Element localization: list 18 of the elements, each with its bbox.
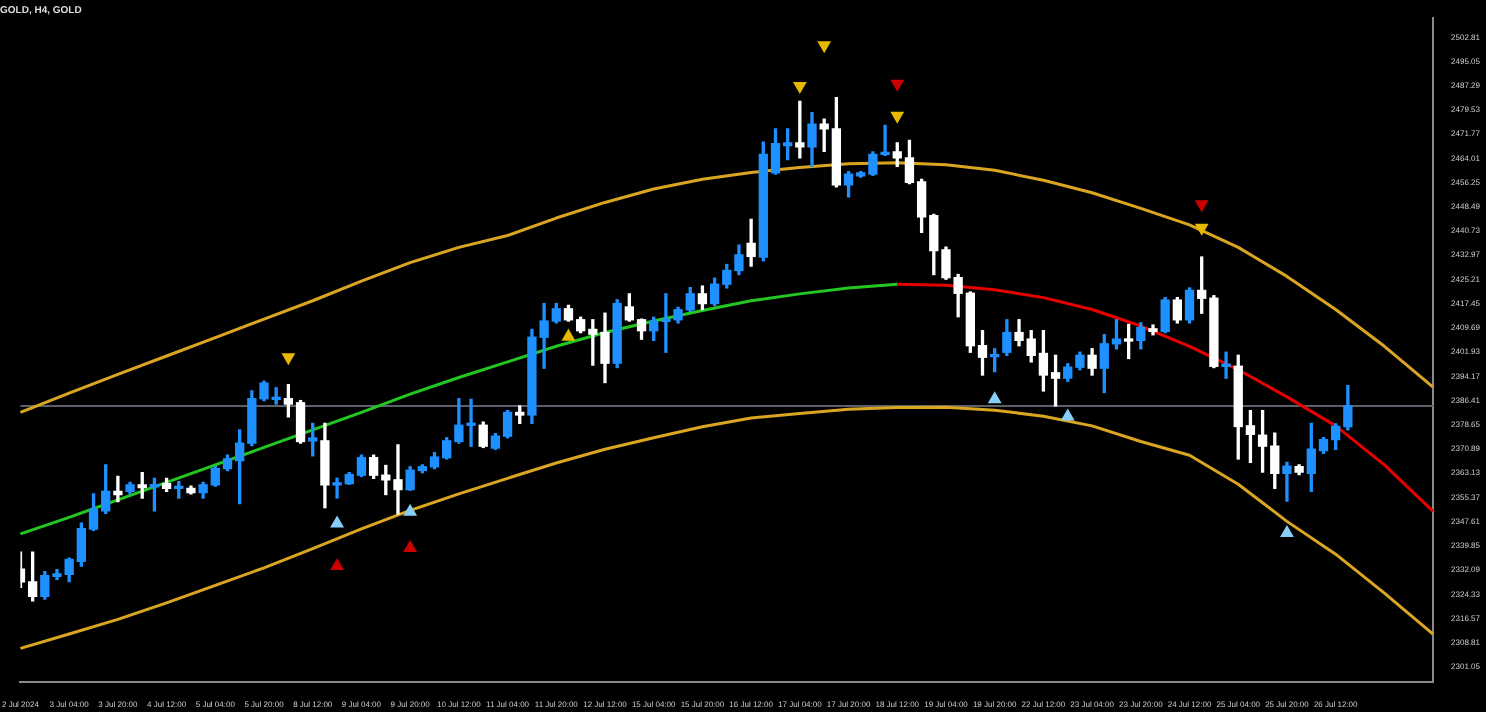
candlestick [1221,351,1231,379]
point [1195,223,1208,235]
point [891,111,904,123]
point [891,79,904,91]
point [793,82,807,94]
point [988,392,1001,404]
point [330,516,344,528]
point [330,559,344,570]
point [1195,200,1208,212]
point [562,329,575,341]
point [1280,525,1294,537]
point [282,353,295,365]
point [403,540,417,552]
point [403,504,417,516]
point [1061,409,1074,421]
point [818,41,831,53]
candlestick [1282,461,1292,502]
candlestick [113,475,123,503]
